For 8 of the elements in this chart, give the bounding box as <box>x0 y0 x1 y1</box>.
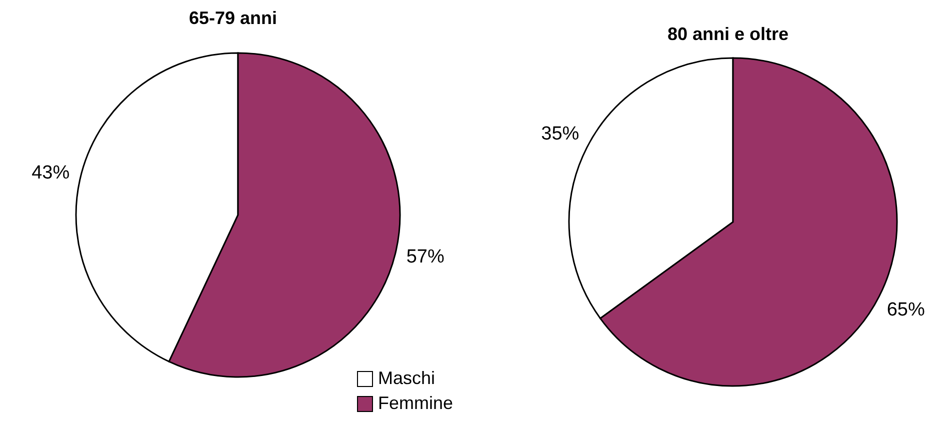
chart-title: 65-79 anni <box>188 8 278 29</box>
data-label: 35% <box>541 123 580 144</box>
data-label: 43% <box>32 162 70 184</box>
data-label: 65% <box>886 300 925 321</box>
chart-title: 80 anni e oltre <box>666 24 790 45</box>
legend-label: Femmine <box>378 393 454 414</box>
data-label: 57% <box>406 246 444 268</box>
legend-label: Maschi <box>378 368 436 389</box>
